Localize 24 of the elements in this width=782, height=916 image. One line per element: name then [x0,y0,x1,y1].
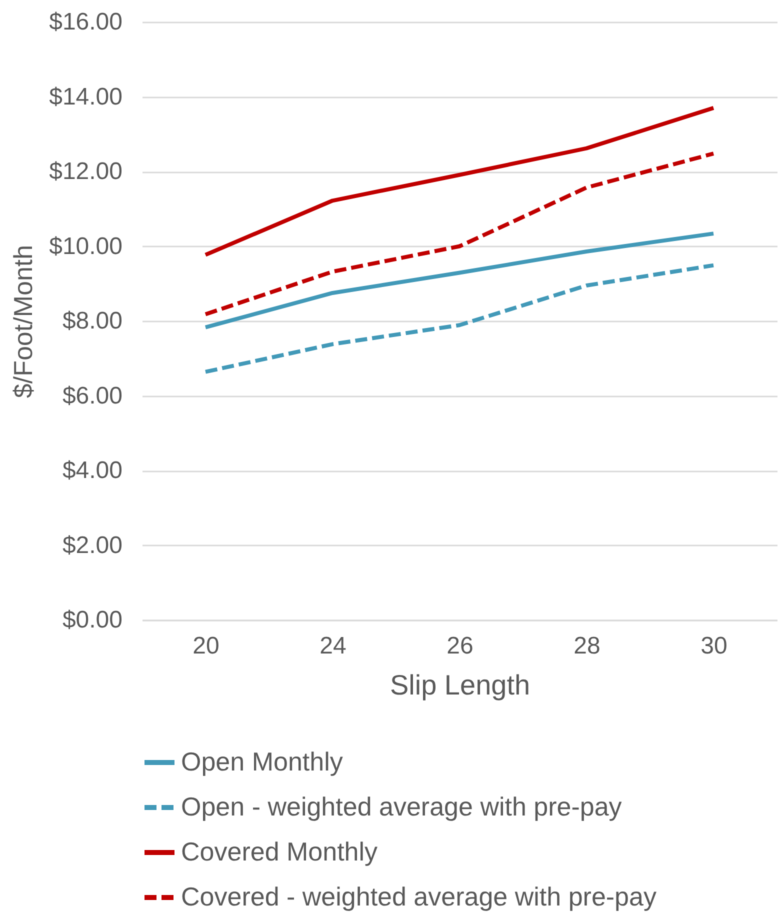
y-tick-label: $14.00 [49,83,122,110]
legend-label: Open Monthly [181,746,343,776]
y-tick-label: $12.00 [49,158,122,185]
line-series [204,232,716,330]
y-tick-label: $0.00 [62,606,122,634]
line-series [204,106,716,257]
legend-label: Covered - weighted average with pre-pay [181,882,656,912]
x-tick-label: 24 [320,632,346,660]
y-tick-label: $16.00 [49,8,122,36]
y-tick-label: $4.00 [62,457,122,484]
x-tick-label: 26 [446,632,474,660]
line-series [204,263,716,374]
y-tick-label: $2.00 [62,532,122,559]
x-tick-label: 20 [192,632,220,660]
legend-label: Open - weighted average with pre-pay [181,792,622,822]
x-tick-label: 28 [574,632,600,660]
x-tick-label: 30 [700,632,728,660]
x-axis-title: Slip Length [390,670,530,700]
y-tick-label: $10.00 [49,232,122,260]
line-series [204,152,716,316]
y-tick-label: $8.00 [62,308,122,334]
legend-label: Covered Monthly [181,836,378,866]
y-axis-title: $/Foot/Month [8,244,38,398]
y-tick-label: $6.00 [62,382,122,410]
